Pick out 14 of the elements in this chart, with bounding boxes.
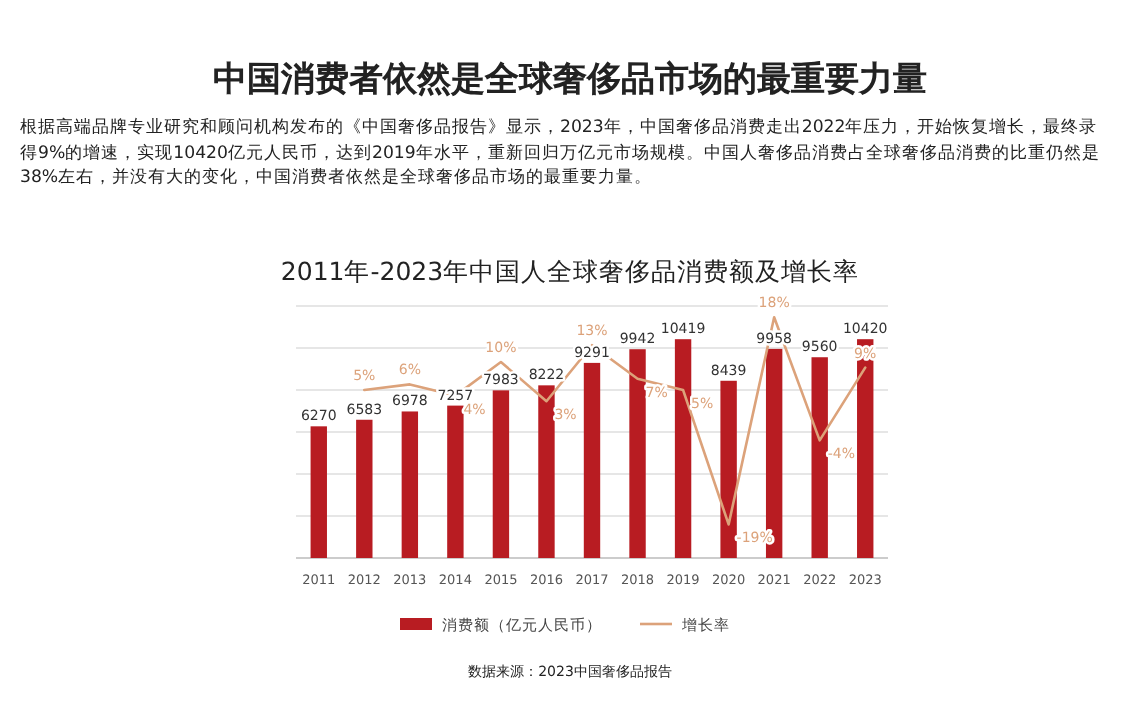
bar [447,405,464,558]
bar [310,426,327,558]
chart-subtitle: 2011年-2023年中国人全球奢侈品消费额及增长率 [278,256,862,290]
text: 根据高端品牌专业研究和顾问机构发布的《中国奢侈品报告》显示，2023年，中国奢侈品消费走出2022年压力，开始恢复增长，最终录得9%的增速，实现10420亿元人民币，达到2019年水平，重新回归万亿元市场规模。中国人奢侈品消费占全球奢侈品消费的比重仍然是38%左右，并没有大的变化，中国消费者依然是全球奢侈品市场的最重要力量。 [20,116,1100,191]
chart-title: 中国消费者依然是全球奢侈品市场的最重要力量 [211,58,929,102]
bar [583,362,601,558]
bar [811,357,828,558]
bar [492,390,510,558]
bar [356,419,373,558]
bar [720,380,737,558]
bar [674,339,692,558]
bar [538,385,555,558]
bar [629,349,646,558]
bar [401,411,419,558]
